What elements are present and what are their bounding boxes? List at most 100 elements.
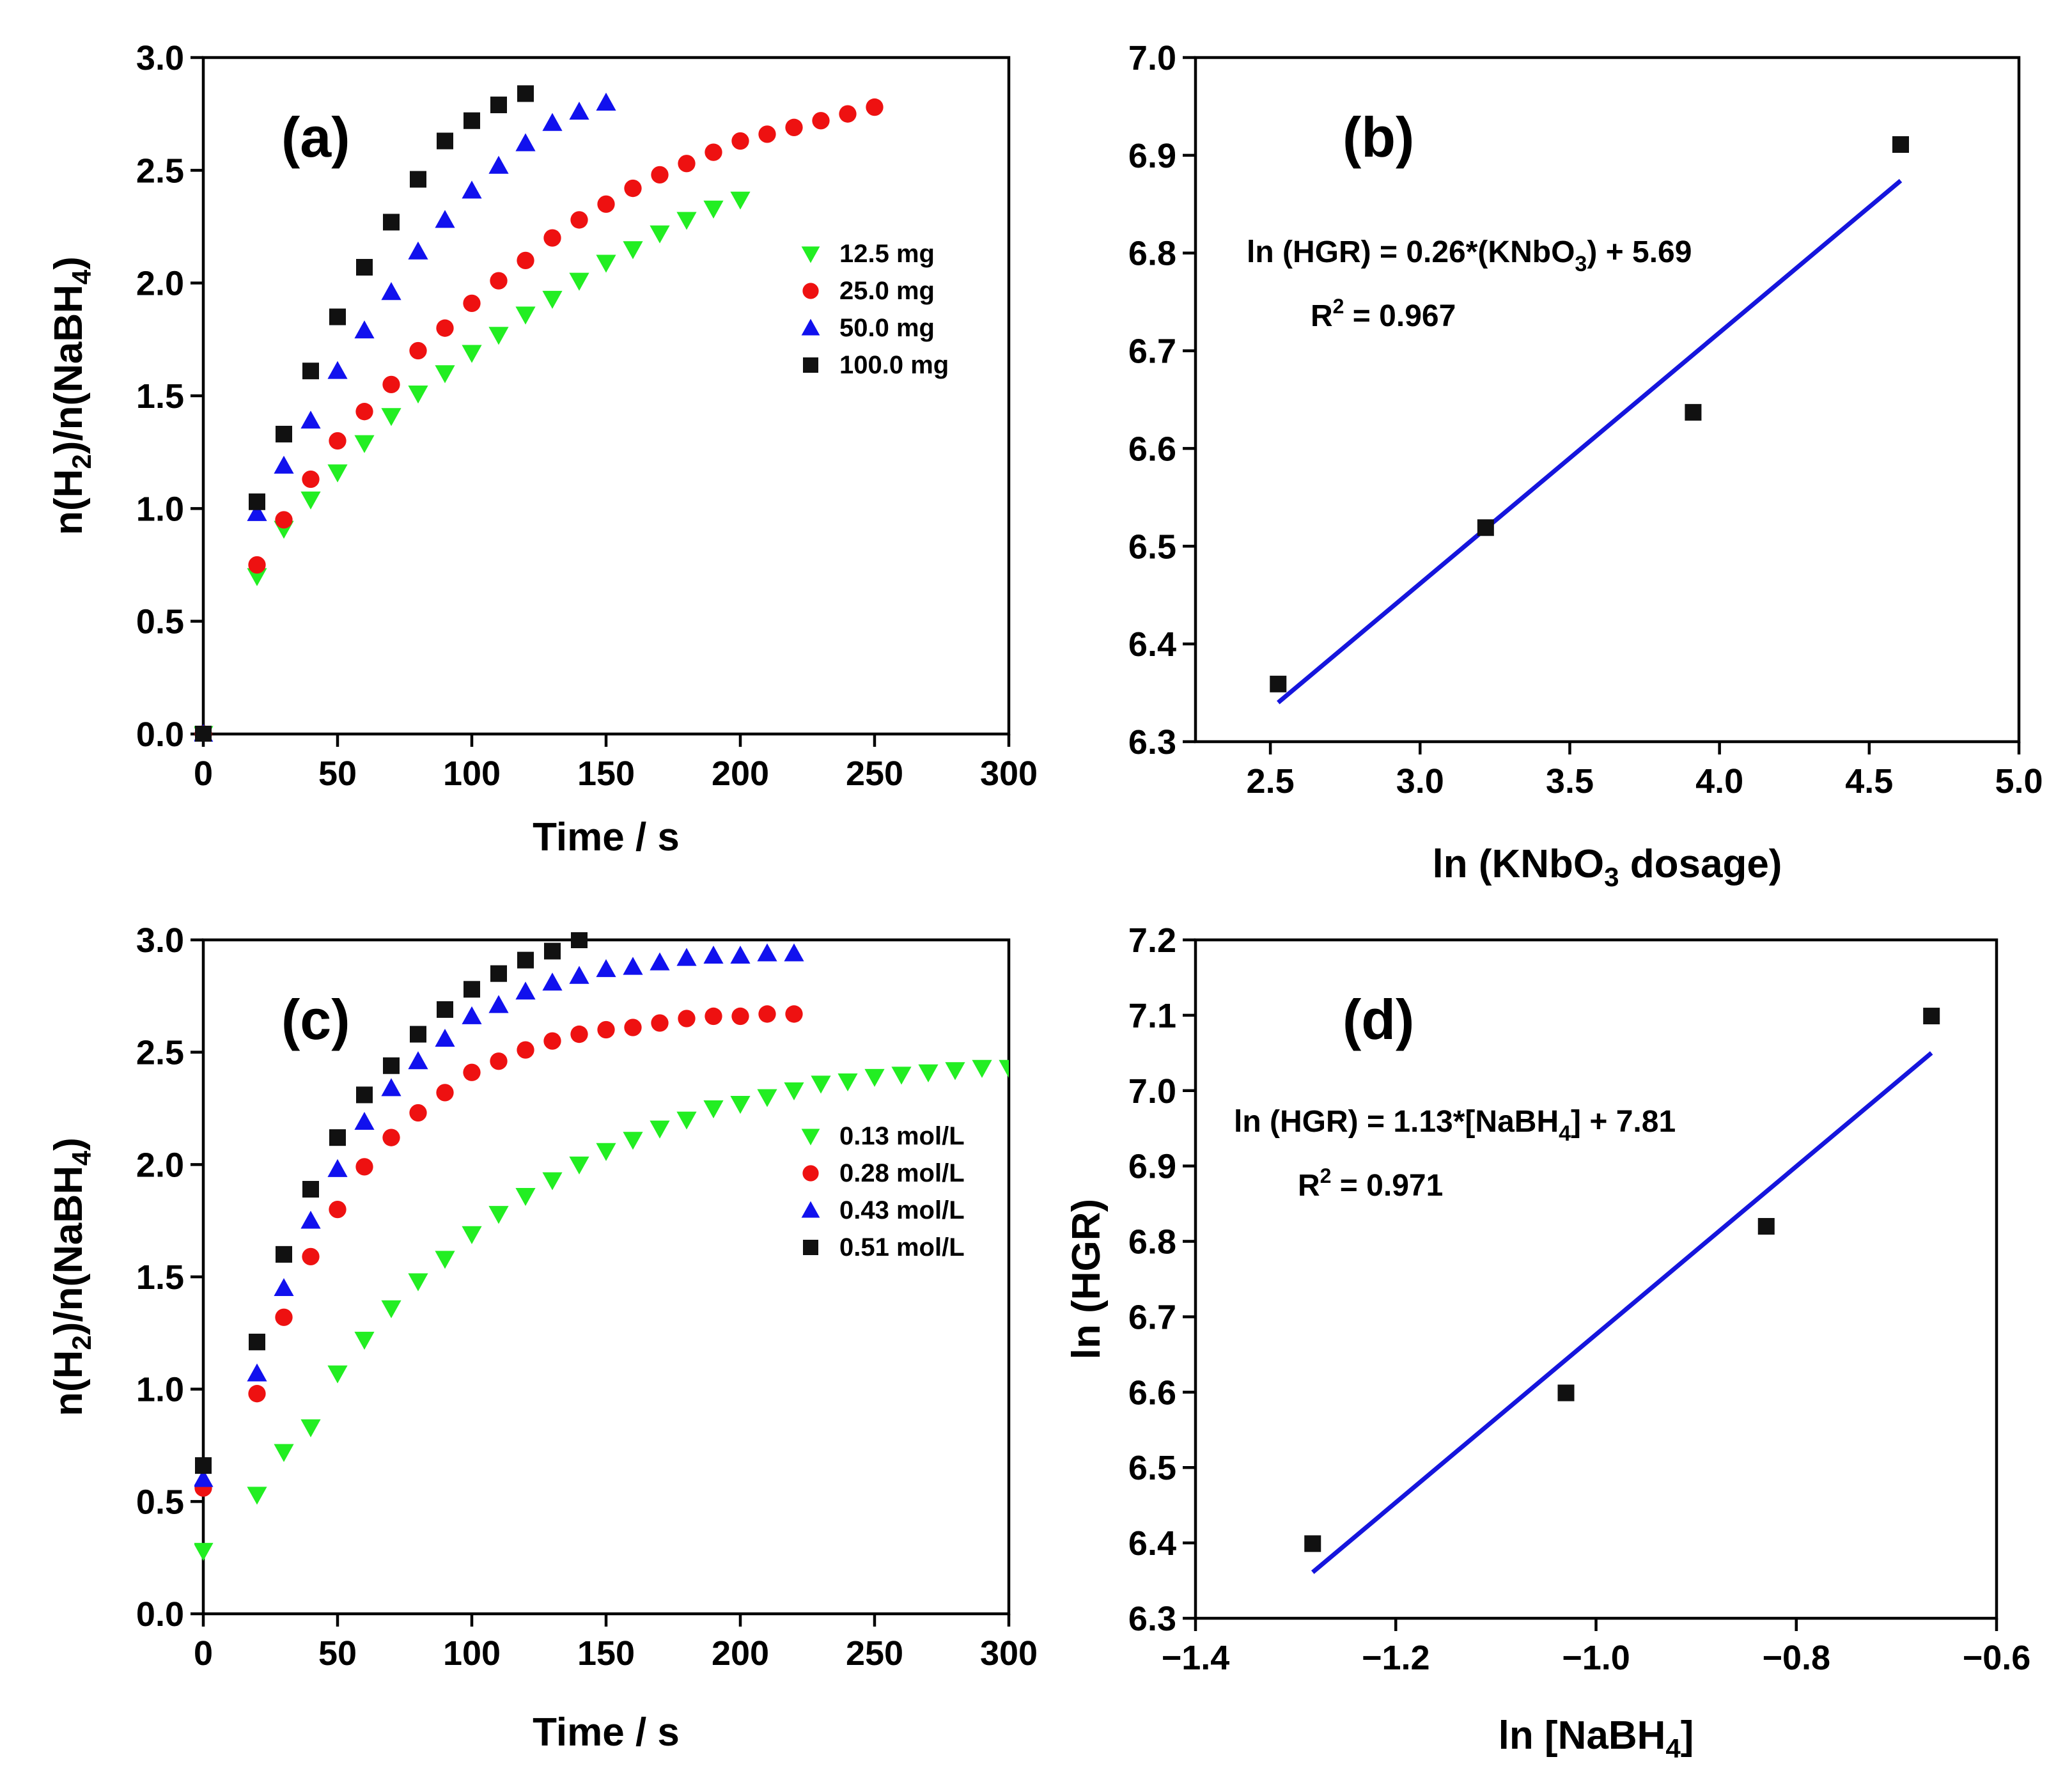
y-tick-label: 2.5 <box>136 1034 184 1072</box>
y-tick-label: 3.0 <box>136 921 184 960</box>
data-point <box>812 112 830 130</box>
data-point <box>274 1444 294 1462</box>
data-point <box>730 1095 751 1114</box>
y-tick-label: 3.0 <box>136 39 184 77</box>
data-point <box>248 1385 266 1403</box>
data-point <box>757 943 777 962</box>
data-point <box>247 503 267 521</box>
data-point <box>327 1159 348 1177</box>
y-tick-label: 0.0 <box>136 1595 184 1634</box>
data-point <box>864 1068 885 1087</box>
data-point <box>757 1089 777 1107</box>
data-point <box>488 1206 509 1224</box>
data-point <box>383 1057 400 1074</box>
data-point <box>570 211 588 229</box>
y-tick-label: 2.0 <box>136 1146 184 1184</box>
data-point <box>703 945 724 964</box>
data-point <box>891 1066 912 1085</box>
data-point <box>463 1063 481 1081</box>
y-tick-label: 1.5 <box>136 377 184 416</box>
y-tick-label: 6.5 <box>1128 1449 1176 1487</box>
data-point <box>623 1132 643 1150</box>
fit-line <box>1277 178 1903 705</box>
plot-area <box>1270 136 1909 705</box>
data-point <box>408 241 428 260</box>
y-tick-label: 7.2 <box>1128 921 1176 960</box>
data-point <box>596 1143 616 1161</box>
y-axis-title: n(H2)/n(NaBH4) <box>47 1137 97 1416</box>
data-point <box>676 948 697 966</box>
y-tick-label: 1.0 <box>136 490 184 528</box>
data-point <box>462 1226 482 1244</box>
x-tick-label: 300 <box>980 1634 1038 1673</box>
data-point <box>488 995 509 1013</box>
data-point <box>731 1007 749 1026</box>
y-tick-label: 7.1 <box>1128 997 1176 1035</box>
data-point <box>784 943 804 962</box>
y-tick-label: 6.9 <box>1128 1148 1176 1186</box>
legend-entry: 25.0 mg <box>839 277 935 305</box>
data-point <box>355 403 373 421</box>
data-point <box>276 425 292 442</box>
data-point <box>300 491 321 510</box>
legend-marker <box>802 1165 819 1182</box>
y-tick-label: 7.0 <box>1128 39 1176 77</box>
legend-entry: 50.0 mg <box>839 314 935 342</box>
data-point <box>381 408 401 426</box>
data-point <box>705 143 722 161</box>
data-point <box>678 155 696 173</box>
data-point <box>570 1025 588 1043</box>
data-point <box>569 102 589 120</box>
data-point <box>274 455 294 474</box>
legend-marker <box>803 1240 818 1255</box>
data-point <box>650 1120 670 1139</box>
panel-c: 0 50 100 150 200 250 300 0.0 0.5 1.0 1.5 2.0 2.5 3.0 T… <box>47 921 1038 1754</box>
data-point <box>785 1005 803 1023</box>
data-point <box>275 511 293 529</box>
data-point <box>410 1026 426 1043</box>
data-point <box>542 972 563 991</box>
series-2 <box>194 98 884 742</box>
y-tick-label: 1.0 <box>136 1371 184 1409</box>
data-point <box>972 1059 992 1078</box>
data-point <box>758 1005 776 1023</box>
data-point <box>354 1331 375 1350</box>
data-point <box>354 435 375 453</box>
y-axis-title: n(H2)/n(NaBH4) <box>47 256 97 535</box>
series-4 <box>195 932 588 1474</box>
series-3 <box>194 92 616 742</box>
series-1 <box>194 1059 1009 1561</box>
data-point <box>435 1251 455 1269</box>
data-point <box>676 212 697 230</box>
y-tick-label: 6.7 <box>1128 332 1176 371</box>
data-point <box>329 432 347 450</box>
fit-equation: ln (HGR) = 1.13*[NaBH4] + 7.81 <box>1234 1105 1676 1146</box>
data-point <box>409 341 427 360</box>
data-point <box>329 308 346 325</box>
data-point <box>463 112 480 129</box>
data-point <box>436 1084 454 1102</box>
r-squared: R2 = 0.967 <box>1311 295 1456 333</box>
y-tick-label: 6.3 <box>1128 723 1176 762</box>
data-point <box>515 981 536 1000</box>
legend-entry: 0.13 mol/L <box>839 1122 965 1150</box>
data-point <box>785 118 803 136</box>
data-point <box>651 1014 669 1032</box>
data-point <box>354 320 375 339</box>
x-tick-label: 250 <box>846 754 903 793</box>
data-point <box>866 98 884 116</box>
data-point <box>596 959 616 978</box>
data-point <box>624 1019 642 1036</box>
data-point <box>1685 403 1702 421</box>
panel-label: (a) <box>281 105 350 169</box>
data-point <box>408 385 428 404</box>
x-tick-label: −0.6 <box>1963 1639 2031 1677</box>
r-squared: R2 = 0.971 <box>1298 1164 1443 1203</box>
data-point <box>543 1032 561 1050</box>
data-point <box>945 1062 965 1081</box>
x-tick-label: 150 <box>577 754 635 793</box>
legend-marker <box>803 357 818 373</box>
plot-frame <box>1194 938 1998 1620</box>
y-tick-label: 6.4 <box>1128 1524 1176 1563</box>
